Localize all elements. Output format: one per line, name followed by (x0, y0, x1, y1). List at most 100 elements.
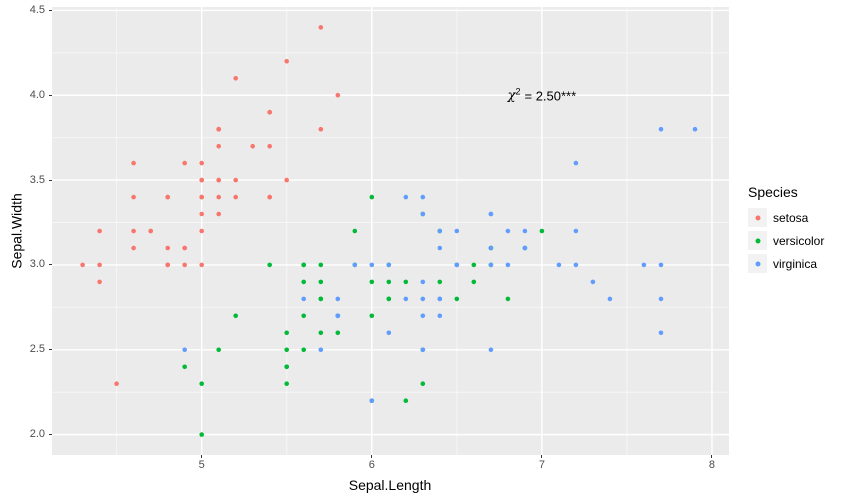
data-point-setosa (182, 245, 187, 251)
data-point-virginica (369, 262, 375, 268)
legend-swatch-dot (755, 261, 760, 266)
legend-item-label: versicolor (773, 233, 825, 248)
data-point-setosa (131, 245, 136, 251)
legend-key (748, 254, 767, 273)
data-point-setosa (216, 143, 221, 149)
data-point-virginica (420, 279, 426, 285)
data-point-virginica (658, 262, 664, 268)
data-point-setosa (182, 160, 187, 166)
data-point-versicolor (199, 432, 204, 437)
data-point-versicolor (352, 228, 358, 234)
y-tick-label: 2.5 (29, 343, 45, 356)
y-tick-mark (49, 264, 52, 266)
data-point-setosa (216, 211, 221, 217)
data-point-versicolor (318, 279, 324, 285)
legend-key (748, 231, 767, 250)
data-point-versicolor (471, 279, 477, 285)
legend-item-label: virginica (773, 256, 818, 271)
data-point-versicolor (420, 381, 426, 387)
data-point-virginica (420, 194, 426, 200)
legend-item-versicolor: versicolor (748, 231, 824, 250)
data-point-virginica (488, 262, 494, 268)
data-point-setosa (233, 76, 238, 81)
y-tick-mark (49, 94, 52, 96)
data-point-virginica (369, 398, 375, 404)
data-point-setosa (114, 381, 119, 387)
data-point-setosa (267, 194, 272, 200)
data-point-versicolor (539, 228, 545, 234)
data-point-setosa (216, 177, 221, 183)
data-point-virginica (573, 228, 579, 234)
data-point-setosa (131, 228, 136, 234)
data-point-virginica (641, 262, 647, 268)
data-point-setosa (199, 177, 204, 183)
data-point-versicolor (318, 262, 324, 268)
chi-exponent: 2 (515, 86, 521, 97)
y-tick-label: 2.0 (29, 428, 45, 441)
y-tick-label: 3.0 (29, 258, 45, 271)
data-point-setosa (335, 92, 341, 98)
legend-item-virginica: virginica (748, 254, 824, 273)
data-point-setosa (165, 262, 170, 268)
data-point-virginica (420, 296, 426, 302)
chi-square-annotation: χ2 = 2.50*** (508, 87, 577, 104)
chi-symbol: χ (507, 88, 516, 104)
data-point-setosa (267, 143, 272, 149)
x-tick-mark (371, 455, 373, 458)
data-point-virginica (505, 262, 511, 268)
data-point-versicolor (386, 279, 392, 285)
data-point-versicolor (471, 262, 477, 268)
data-point-versicolor (233, 313, 238, 319)
data-point-versicolor (318, 296, 324, 302)
data-point-virginica (420, 211, 426, 217)
data-point-virginica (386, 262, 392, 268)
data-point-virginica (352, 262, 358, 268)
data-point-virginica (488, 211, 494, 217)
data-point-versicolor (505, 296, 511, 302)
data-point-virginica (318, 347, 324, 353)
data-point-versicolor (301, 347, 306, 353)
data-point-setosa (216, 126, 221, 132)
data-point-versicolor (301, 262, 306, 268)
data-point-versicolor (403, 279, 409, 285)
data-point-setosa (216, 194, 221, 200)
data-point-setosa (80, 262, 85, 268)
data-point-versicolor (301, 279, 306, 285)
legend-swatch-dot (755, 215, 760, 220)
data-point-virginica (607, 296, 613, 302)
data-point-virginica (182, 347, 187, 353)
data-point-versicolor (369, 279, 375, 285)
data-point-setosa (267, 109, 272, 115)
legend-key (748, 208, 767, 227)
data-point-setosa (318, 126, 324, 132)
data-point-versicolor (318, 330, 324, 336)
data-point-virginica (335, 296, 341, 302)
data-point-setosa (131, 194, 136, 200)
data-point-setosa (284, 177, 289, 183)
y-tick-label: 4.5 (29, 3, 45, 16)
data-point-versicolor (403, 398, 409, 404)
data-point-versicolor (369, 194, 375, 200)
data-point-versicolor (284, 364, 289, 370)
data-point-versicolor (182, 364, 187, 370)
data-point-versicolor (216, 347, 221, 353)
data-point-setosa (233, 194, 238, 200)
data-point-virginica (573, 160, 579, 166)
y-tick-label: 3.5 (29, 173, 45, 186)
data-point-virginica (522, 245, 528, 251)
legend-item-label: setosa (773, 210, 809, 225)
x-tick-mark (201, 455, 203, 458)
data-point-setosa (199, 211, 204, 217)
legend-item-setosa: setosa (748, 208, 824, 227)
y-tick-mark (49, 434, 52, 436)
data-point-virginica (556, 262, 562, 268)
data-point-setosa (165, 194, 170, 200)
data-point-virginica (420, 347, 426, 353)
x-tick-label: 8 (708, 459, 716, 471)
data-point-versicolor (335, 330, 341, 336)
x-tick-label: 7 (538, 459, 545, 471)
data-point-versicolor (199, 381, 204, 387)
legend-items: setosa versicolor virginica (748, 208, 824, 273)
data-point-versicolor (386, 296, 392, 302)
legend-title: Species (748, 184, 798, 200)
